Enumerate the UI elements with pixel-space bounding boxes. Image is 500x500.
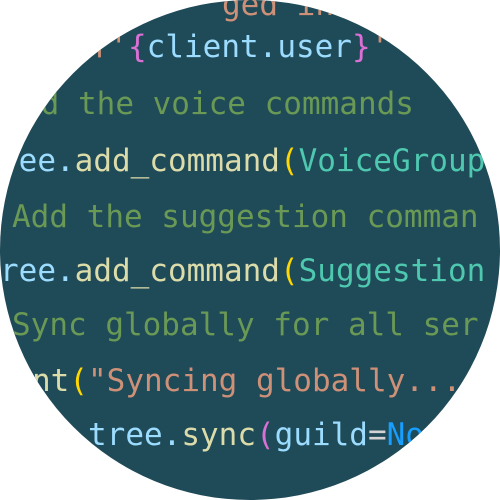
code-token: ' bbox=[370, 29, 390, 65]
code-token: dd the voice commands bbox=[22, 86, 414, 122]
code-token: { bbox=[128, 29, 147, 65]
code-token: "Syncing globally... bbox=[88, 363, 462, 399]
code-token: Suggestion bbox=[298, 253, 486, 289]
code-line: nt("Syncing globally... bbox=[32, 354, 461, 409]
code-token: ree. bbox=[0, 253, 75, 289]
code-token: VoiceGroup bbox=[298, 143, 486, 179]
code-token: No bbox=[386, 417, 424, 453]
code-token: } bbox=[351, 29, 371, 65]
code-token: ( bbox=[279, 253, 299, 289]
code-line: ree.add_command(VoiceGroup bbox=[0, 134, 485, 189]
code-line: ged in as {cl bbox=[222, 0, 465, 33]
code-line: dd the voice commands bbox=[22, 77, 414, 132]
code-line: ree.add_command(Suggestion bbox=[0, 244, 485, 299]
code-token: tree. bbox=[88, 417, 182, 453]
code-token: client.user bbox=[146, 29, 352, 65]
code-line: Sync globally for all ser bbox=[12, 298, 479, 353]
code-token: add_command bbox=[74, 143, 280, 179]
code-token: ree. bbox=[0, 143, 75, 179]
code-token: Sync globally for all ser bbox=[12, 307, 479, 343]
code-token: ( bbox=[69, 363, 88, 399]
code-token: = bbox=[367, 417, 387, 453]
code-token: add_command bbox=[74, 253, 280, 289]
code-line: tree.sync(guild=No bbox=[88, 408, 424, 463]
code-line: Add the suggestion comman bbox=[12, 190, 479, 245]
code-token: ( bbox=[279, 143, 299, 179]
code-token: (f' bbox=[72, 29, 128, 65]
code-token: ( bbox=[255, 417, 275, 453]
code-token: Add the suggestion comman bbox=[12, 199, 479, 235]
code-token: nt bbox=[32, 363, 70, 399]
code-line: (f'{client.user}' bbox=[72, 20, 389, 75]
code-token: sync bbox=[181, 417, 256, 453]
code-token: ged in as {cl bbox=[222, 0, 465, 23]
code-token: guild bbox=[274, 417, 368, 453]
